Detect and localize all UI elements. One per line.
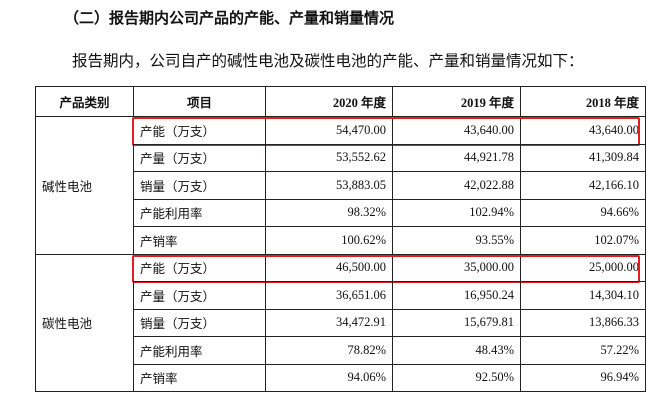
- value-cell: 34,472.91: [265, 308, 393, 337]
- value-cell: 48.43%: [392, 336, 521, 365]
- paragraph: 报告期内，公司自产的碱性电池及碳性电池的产能、产量和销量情况如下：: [72, 53, 584, 70]
- item-cell: 产销率: [133, 363, 266, 392]
- value-cell: 44,921.78: [392, 143, 521, 172]
- item-cell: 产量（万支）: [133, 281, 266, 310]
- header-cell: 2019 年度: [392, 86, 521, 117]
- header-cell: 产品类别: [35, 86, 134, 117]
- value-cell: 53,552.62: [265, 143, 393, 172]
- value-cell: 42,166.10: [520, 171, 646, 200]
- value-cell: 53,883.05: [265, 171, 393, 200]
- highlight-box: [132, 254, 640, 283]
- value-cell: 57.22%: [520, 336, 646, 365]
- header-cell: 2020 年度: [265, 86, 393, 117]
- value-cell: 92.50%: [392, 363, 521, 392]
- value-cell: 42,022.88: [392, 171, 521, 200]
- value-cell: 16,950.24: [392, 281, 521, 310]
- item-cell: 产能利用率: [133, 198, 266, 227]
- value-cell: 78.82%: [265, 336, 393, 365]
- value-cell: 96.94%: [520, 363, 646, 392]
- value-cell: 93.55%: [392, 226, 521, 255]
- category-cell: 碳性电池: [35, 253, 134, 392]
- value-cell: 94.06%: [265, 363, 393, 392]
- header-cell: 项目: [133, 86, 266, 117]
- item-cell: 销量（万支）: [133, 171, 266, 200]
- item-cell: 产能利用率: [133, 336, 266, 365]
- item-cell: 产量（万支）: [133, 143, 266, 172]
- header-cell: 2018 年度: [520, 86, 646, 117]
- item-cell: 产销率: [133, 226, 266, 255]
- value-cell: 102.07%: [520, 226, 646, 255]
- value-cell: 15,679.81: [392, 308, 521, 337]
- value-cell: 36,651.06: [265, 281, 393, 310]
- value-cell: 41,309.84: [520, 143, 646, 172]
- heading: （二）报告期内公司产品的产能、产量和销量情况: [64, 11, 395, 27]
- value-cell: 98.32%: [265, 198, 393, 227]
- item-cell: 销量（万支）: [133, 308, 266, 337]
- value-cell: 14,304.10: [520, 281, 646, 310]
- value-cell: 100.62%: [265, 226, 393, 255]
- category-cell: 碱性电池: [35, 116, 134, 255]
- value-cell: 94.66%: [520, 198, 646, 227]
- highlight-box: [132, 117, 640, 146]
- value-cell: 102.94%: [392, 198, 521, 227]
- value-cell: 13,866.33: [520, 308, 646, 337]
